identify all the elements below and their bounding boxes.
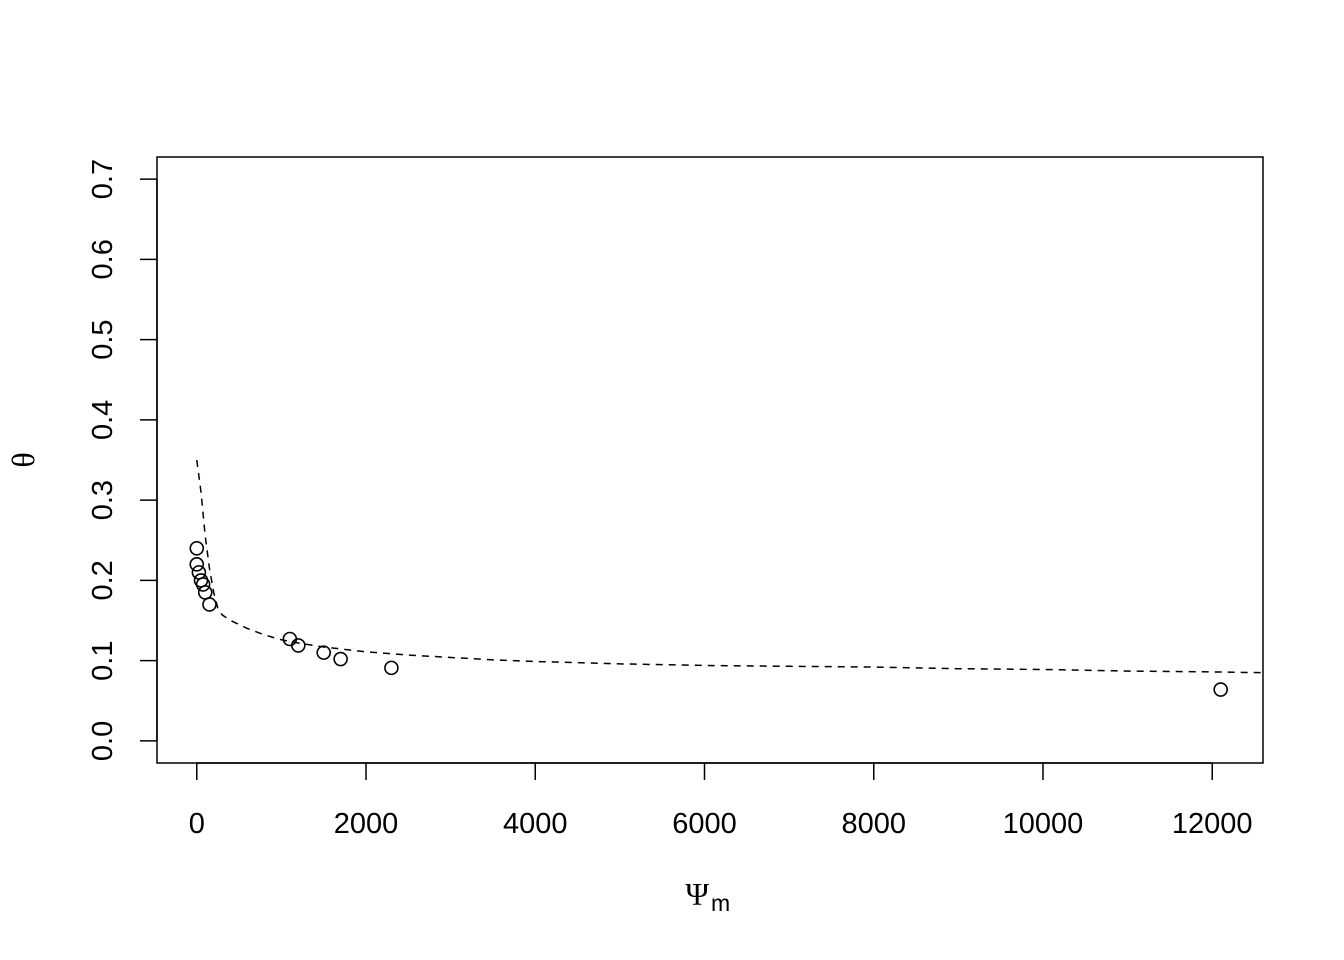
- x-tick-label: 2000: [334, 808, 399, 840]
- y-axis-label: θ: [5, 452, 41, 467]
- y-tick-label: 0.4: [87, 400, 119, 440]
- data-point: [189, 557, 205, 572]
- data-point: [333, 651, 348, 667]
- fitted-curve: [196, 459, 1264, 674]
- x-tick-label: 0: [189, 808, 205, 840]
- y-tick-label: 0.7: [87, 159, 119, 199]
- data-point: [191, 565, 207, 580]
- x-axis: 0 2000 4000 6000 8000 10000 12000: [189, 762, 1253, 840]
- x-tick-label: 12000: [1172, 808, 1253, 840]
- y-tick-label: 0.6: [87, 239, 119, 279]
- data-point: [197, 585, 213, 600]
- data-point: [1213, 682, 1228, 697]
- x-tick-label: 8000: [841, 808, 906, 840]
- y-tick-label: 0.1: [87, 640, 119, 680]
- data-points-layer: [189, 540, 1228, 697]
- y-tick-label: 0.0: [87, 721, 119, 761]
- data-point: [384, 660, 399, 676]
- data-point: [202, 597, 217, 612]
- x-axis-label: Ψ: [685, 876, 709, 912]
- data-point: [291, 638, 306, 653]
- x-axis-label-subscript: m: [711, 890, 730, 916]
- y-tick-label: 0.5: [87, 319, 119, 359]
- data-point: [189, 540, 205, 556]
- x-tick-label: 4000: [503, 808, 568, 840]
- data-point: [195, 577, 211, 592]
- y-tick-label: 0.3: [87, 480, 119, 520]
- data-point: [316, 645, 332, 660]
- x-tick-label: 6000: [672, 808, 737, 840]
- x-tick-label: 10000: [1003, 808, 1084, 840]
- data-point: [282, 631, 298, 647]
- y-axis: 0.0 0.1 0.2 0.3 0.4 0.5 0.6 0.7: [87, 159, 158, 761]
- plot-frame: [156, 156, 1264, 764]
- y-tick-label: 0.2: [87, 560, 119, 600]
- fitted-curve-layer: [196, 459, 1264, 674]
